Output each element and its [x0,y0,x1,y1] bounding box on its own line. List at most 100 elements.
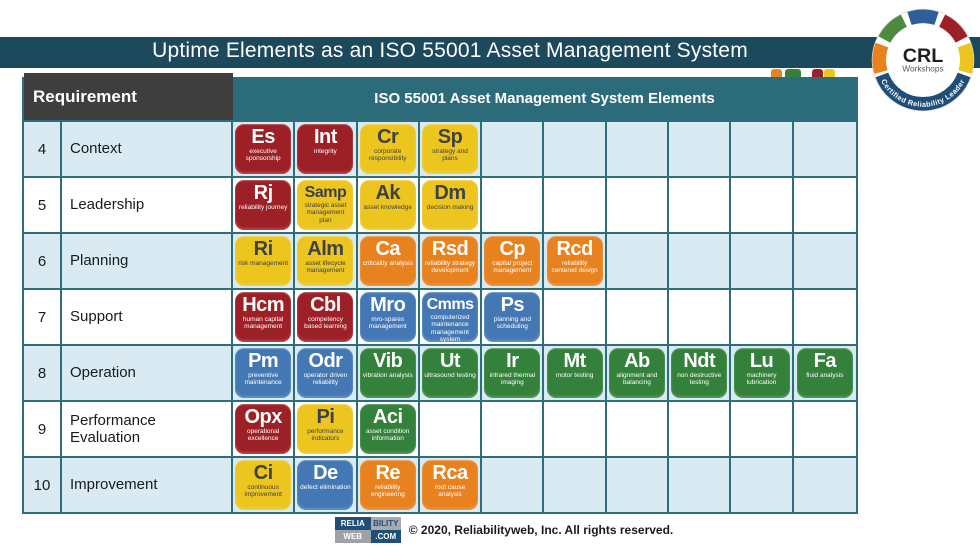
element-cell: Rsd reliability strategy development [420,234,483,288]
element-tile-rj: Rj reliability journey [235,180,292,230]
element-label: root cause analysis [434,484,466,499]
requirement-number: 8 [24,346,62,400]
element-symbol: Cp [499,238,526,260]
footer: RELIA BILITY WEB .COM © 2020, Reliabilit… [0,514,980,546]
element-tile-ri: Ri risk management [235,236,292,286]
element-cell [607,458,670,512]
table-row: 8 Operation Pm preventive maintenance Odr ope… [24,344,856,400]
page-title: Uptime Elements as an ISO 55001 Asset Ma… [152,39,748,62]
element-symbol: Mt [563,350,586,372]
element-symbol: Ri [253,238,274,260]
element-tile-sp: Sp strategy and plans [422,124,479,174]
title-band [0,37,980,68]
element-symbol: Dm [434,182,466,204]
element-tile-ak: Ak asset knowledge [359,180,416,230]
requirement-number: 9 [24,402,62,456]
element-tile-lu: Lu machinery lubrication [733,348,790,398]
element-cell [669,234,732,288]
element-label: strategy and plans [432,148,468,163]
element-symbol: Samp [304,184,347,201]
element-label: vibration analysis [362,372,413,379]
element-cell [544,402,607,456]
requirement-number: 6 [24,234,62,288]
element-cell [794,402,856,456]
element-symbol: Ps [500,294,525,316]
element-label: strategic asset management plan [304,202,347,224]
element-symbol: De [313,462,338,484]
element-cell: Fa fluid analysis [794,346,856,400]
element-cell [420,402,483,456]
element-cell: Ir infrared thermal imaging [482,346,545,400]
element-cell [607,402,670,456]
element-symbol: Cbl [310,294,341,316]
element-cell: Alm asset lifecycle management [295,234,358,288]
reliabilityweb-logo-com: .COM [370,530,401,543]
hidden-tile-peek-green [785,69,801,78]
element-label: executive sponsorship [245,148,281,163]
element-cell: Ci continuous improvement [233,458,296,512]
element-cell: Rj reliability journey [233,178,296,232]
element-cell [482,178,545,232]
element-symbol: Aci [372,406,403,428]
element-tile-rsd: Rsd reliability strategy development [422,236,479,286]
element-label: reliability journey [238,204,288,211]
element-tile-ir: Ir infrared thermal imaging [484,348,541,398]
element-tile-cmms: Cmms computerized maintenance management … [422,292,479,343]
element-cell [669,178,732,232]
element-symbol: Rcd [556,238,593,260]
element-symbol: Cr [377,126,399,148]
reliabilityweb-logo-relia: RELIA [334,517,371,530]
element-cell [607,290,670,344]
element-label: human capital management [242,316,284,331]
table-row: 10 Improvement Ci continuous improvement De d… [24,456,856,514]
element-cell: Dm decision making [420,178,483,232]
element-label: reliability engineering [370,484,405,499]
element-symbol: Rca [432,462,468,484]
badge-segment-blue [907,9,939,26]
element-cell [731,402,794,456]
crl-workshops-logo: Certified Reliability Leader CRL Worksho… [871,8,975,112]
table-row: 6 Planning Ri risk management Alm asset lifec… [24,232,856,288]
element-label: asset lifecycle management [305,260,346,275]
element-label: mro-spares management [368,316,407,331]
reliabilityweb-logo: RELIA BILITY WEB .COM [334,517,401,543]
element-cell [669,402,732,456]
element-cell: Vib vibration analysis [358,346,420,400]
element-cell: Lu machinery lubrication [731,346,794,400]
element-cell [794,458,856,512]
element-tile-alm: Alm asset lifecycle management [297,236,354,286]
element-label: motor testing [555,372,594,379]
element-label: ultrasound testing [424,372,476,379]
element-tile-rcd: Rcd reliability centered design [546,236,603,286]
badge-workshops-text: Workshops [902,63,943,73]
element-symbol: Mro [370,294,406,316]
element-cell: Aci asset condition information [358,402,420,456]
element-cell: Samp strategic asset management plan [295,178,358,232]
element-cell: Cp capital project management [482,234,545,288]
element-cell: Pi performance indicators [295,402,358,456]
element-cell [669,290,732,344]
badge-segment-orange [872,42,889,74]
element-cell: Ri risk management [233,234,296,288]
table-row: 9 Performance Evaluation Opx operational ex… [24,400,856,456]
element-cell [731,178,794,232]
element-cell [544,178,607,232]
element-label: operational excellence [247,428,280,443]
element-symbol: Hcm [242,294,285,316]
requirement-label: Performance Evaluation [62,402,233,456]
element-label: operator driven reliability [303,372,348,387]
element-label: continuous improvement [244,484,282,499]
element-tile-pi: Pi performance indicators [297,404,354,454]
element-symbol: Rsd [431,238,469,260]
element-label: asset condition information [366,428,410,443]
element-cell [794,122,856,176]
element-cell [482,458,545,512]
table-body: 4 Context Es executive sponsorship Int integr… [24,120,856,514]
element-tile-es: Es executive sponsorship [235,124,292,174]
requirement-label: Planning [62,234,233,288]
element-tile-fa: Fa fluid analysis [796,348,853,398]
element-label: capital project management [492,260,533,275]
element-label: asset knowledge [363,204,412,211]
element-cell: Re reliability engineering [358,458,420,512]
requirement-number: 7 [24,290,62,344]
